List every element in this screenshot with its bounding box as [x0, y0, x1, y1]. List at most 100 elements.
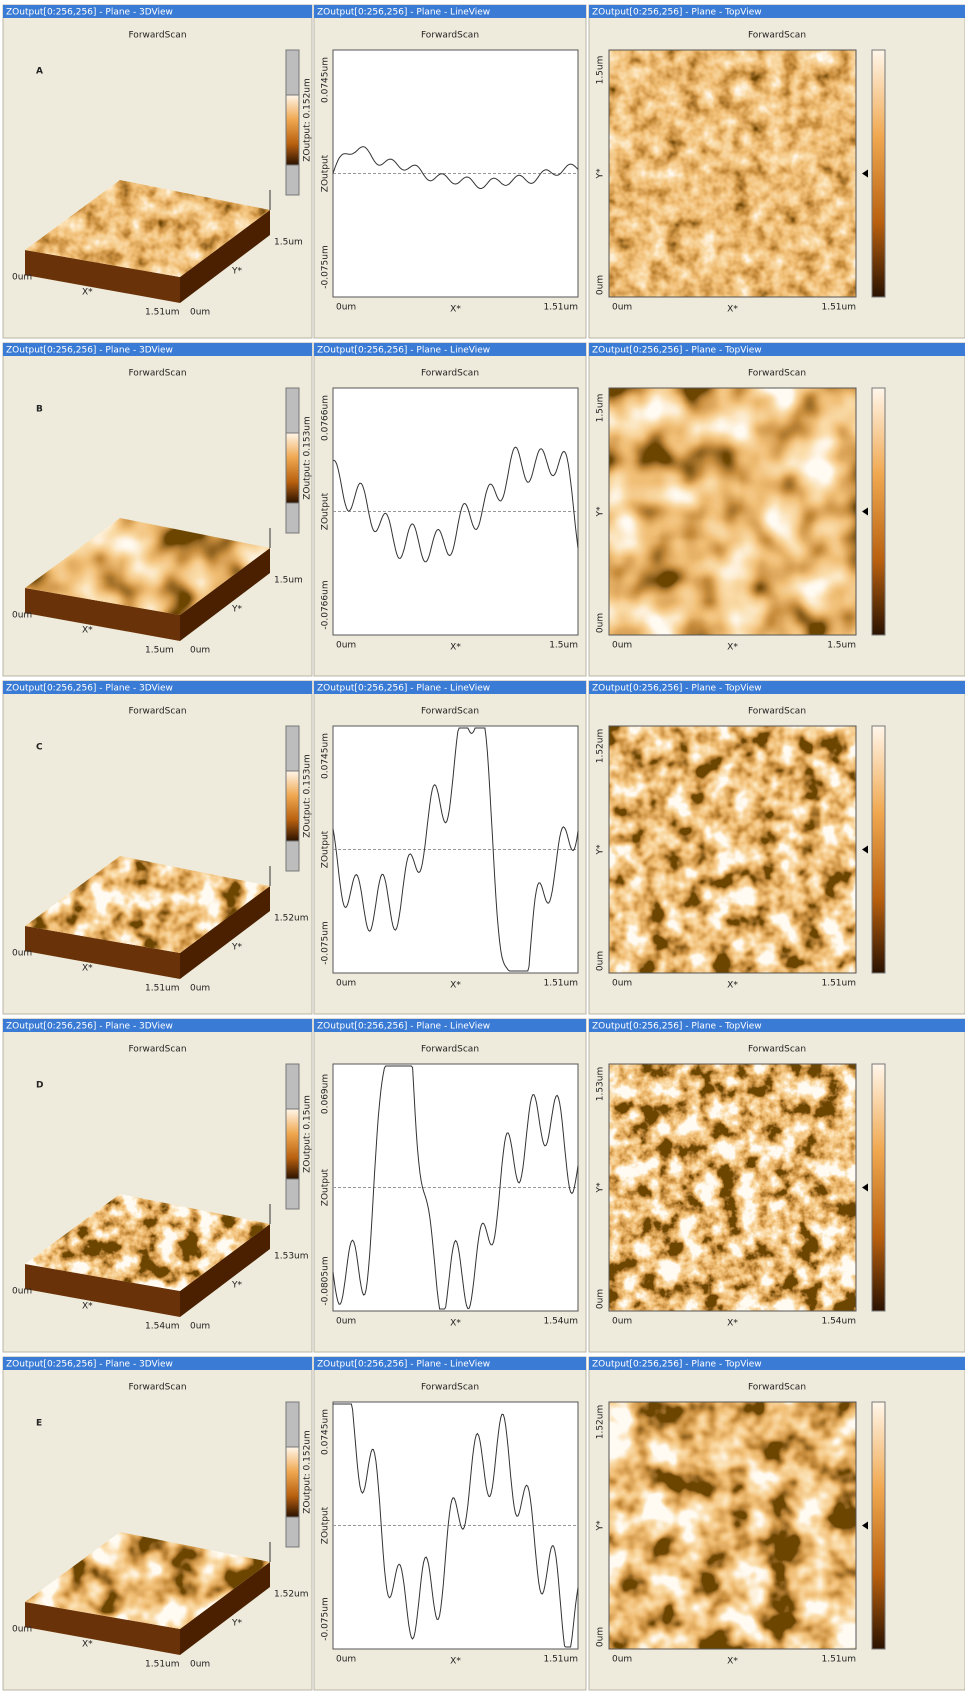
- x-axis: X*: [450, 1319, 461, 1329]
- title-bar-text: ZOutput[0:256,256] - Plane - 3DView: [6, 346, 173, 356]
- scan-label: ForwardScan: [421, 1383, 479, 1393]
- y-start: 0um: [190, 1322, 210, 1332]
- panel-letter: E: [36, 1419, 42, 1429]
- title-bar-text: ZOutput[0:256,256] - Plane - LineView: [317, 1022, 490, 1032]
- y-start: 0um: [190, 308, 210, 318]
- title-bar-text: ZOutput[0:256,256] - Plane - LineView: [317, 8, 490, 18]
- colorbar-bottom: [286, 165, 299, 195]
- title-bar-text: ZOutput[0:256,256] - Plane - TopView: [592, 346, 762, 356]
- y-end: 1.52um: [274, 914, 309, 924]
- y-bottom: -0.0766um: [321, 580, 331, 629]
- x-axis: X*: [450, 981, 461, 991]
- colorbar-label: ZOutput: 0.153um: [303, 754, 313, 838]
- colorbar-bottom: [286, 841, 299, 871]
- y-axis: ZOutput: [321, 1168, 331, 1206]
- colorbar: [872, 388, 885, 635]
- x-end: 1.51um: [543, 979, 578, 989]
- x-start: 0um: [12, 273, 32, 283]
- y-top: 1.53um: [596, 1067, 606, 1102]
- colorbar: [872, 50, 885, 297]
- x-end: 1.51um: [821, 303, 856, 313]
- x-end: 1.5um: [145, 646, 174, 656]
- x-axis: X*: [82, 1640, 93, 1650]
- y-top: 0.0745um: [321, 733, 331, 779]
- afm-image: [609, 726, 856, 973]
- y-bottom: 0um: [596, 951, 606, 971]
- y-axis: Y*: [231, 267, 242, 277]
- afm-image: [609, 1064, 856, 1311]
- afm-image: [609, 1402, 856, 1649]
- y-axis: Y*: [596, 168, 606, 179]
- x-axis: X*: [82, 964, 93, 974]
- title-bar-text: ZOutput[0:256,256] - Plane - TopView: [592, 684, 762, 694]
- y-end: 1.53um: [274, 1252, 309, 1262]
- x-end: 1.5um: [549, 641, 578, 651]
- y-top: 0.0745um: [321, 57, 331, 103]
- x-start: 0um: [612, 1655, 632, 1665]
- panel-letter: B: [36, 405, 43, 415]
- panel-letter: A: [36, 67, 43, 77]
- afm-image: [609, 50, 856, 297]
- x-end: 1.54um: [145, 1322, 180, 1332]
- x-end: 1.51um: [821, 979, 856, 989]
- y-axis: Y*: [231, 943, 242, 953]
- x-end: 1.51um: [145, 984, 180, 994]
- x-start: 0um: [12, 1625, 32, 1635]
- colorbar-top: [286, 50, 299, 95]
- x-axis: X*: [82, 288, 93, 298]
- y-axis: Y*: [596, 1182, 606, 1193]
- x-end: 1.51um: [543, 303, 578, 313]
- title-bar-text: ZOutput[0:256,256] - Plane - LineView: [317, 1360, 490, 1370]
- y-top: 1.5um: [596, 56, 606, 85]
- y-start: 0um: [190, 984, 210, 994]
- y-bottom: 0um: [596, 1289, 606, 1309]
- y-top: 0.069um: [321, 1074, 331, 1114]
- colorbar: [286, 95, 299, 165]
- y-bottom: 0um: [596, 1627, 606, 1647]
- x-start: 0um: [612, 979, 632, 989]
- title-bar-text: ZOutput[0:256,256] - Plane - TopView: [592, 1360, 762, 1370]
- colorbar: [872, 1402, 885, 1649]
- x-axis: X*: [727, 981, 738, 991]
- scan-label: ForwardScan: [128, 707, 186, 717]
- x-start: 0um: [12, 949, 32, 959]
- x-start: 0um: [336, 1317, 356, 1327]
- x-end: 1.51um: [145, 1660, 180, 1670]
- x-start: 0um: [12, 1287, 32, 1297]
- colorbar: [872, 726, 885, 973]
- x-start: 0um: [612, 303, 632, 313]
- y-start: 0um: [190, 646, 210, 656]
- x-axis: X*: [727, 1657, 738, 1667]
- x-axis: X*: [450, 1657, 461, 1667]
- y-end: 1.52um: [274, 1590, 309, 1600]
- figure: ZOutput[0:256,256] - Plane - 3DView Forwa…: [0, 0, 965, 1698]
- title-bar-text: ZOutput[0:256,256] - Plane - 3DView: [6, 684, 173, 694]
- colorbar-label: ZOutput: 0.152um: [303, 1430, 313, 1514]
- y-axis: ZOutput: [321, 830, 331, 868]
- y-bottom: -0.0805um: [321, 1256, 331, 1305]
- panel-letter: C: [36, 743, 43, 753]
- y-top: 1.52um: [596, 729, 606, 764]
- title-bar-text: ZOutput[0:256,256] - Plane - 3DView: [6, 8, 173, 18]
- colorbar-label: ZOutput: 0.152um: [303, 78, 313, 162]
- y-start: 0um: [190, 1660, 210, 1670]
- scan-label: ForwardScan: [421, 31, 479, 41]
- scan-label: ForwardScan: [748, 707, 806, 717]
- x-end: 1.5um: [827, 641, 856, 651]
- scan-label: ForwardScan: [128, 1045, 186, 1055]
- y-axis: ZOutput: [321, 1506, 331, 1544]
- x-start: 0um: [336, 641, 356, 651]
- colorbar: [872, 1064, 885, 1311]
- y-bottom: -0.075um: [321, 1597, 331, 1640]
- colorbar-label: ZOutput: 0.15um: [303, 1095, 313, 1173]
- colorbar-top: [286, 726, 299, 771]
- y-top: 0.0766um: [321, 395, 331, 441]
- x-start: 0um: [336, 979, 356, 989]
- title-bar-text: ZOutput[0:256,256] - Plane - 3DView: [6, 1360, 173, 1370]
- x-start: 0um: [612, 641, 632, 651]
- x-end: 1.51um: [145, 308, 180, 318]
- y-axis: Y*: [596, 506, 606, 517]
- scan-label: ForwardScan: [128, 1383, 186, 1393]
- colorbar-top: [286, 1064, 299, 1109]
- scan-label: ForwardScan: [421, 707, 479, 717]
